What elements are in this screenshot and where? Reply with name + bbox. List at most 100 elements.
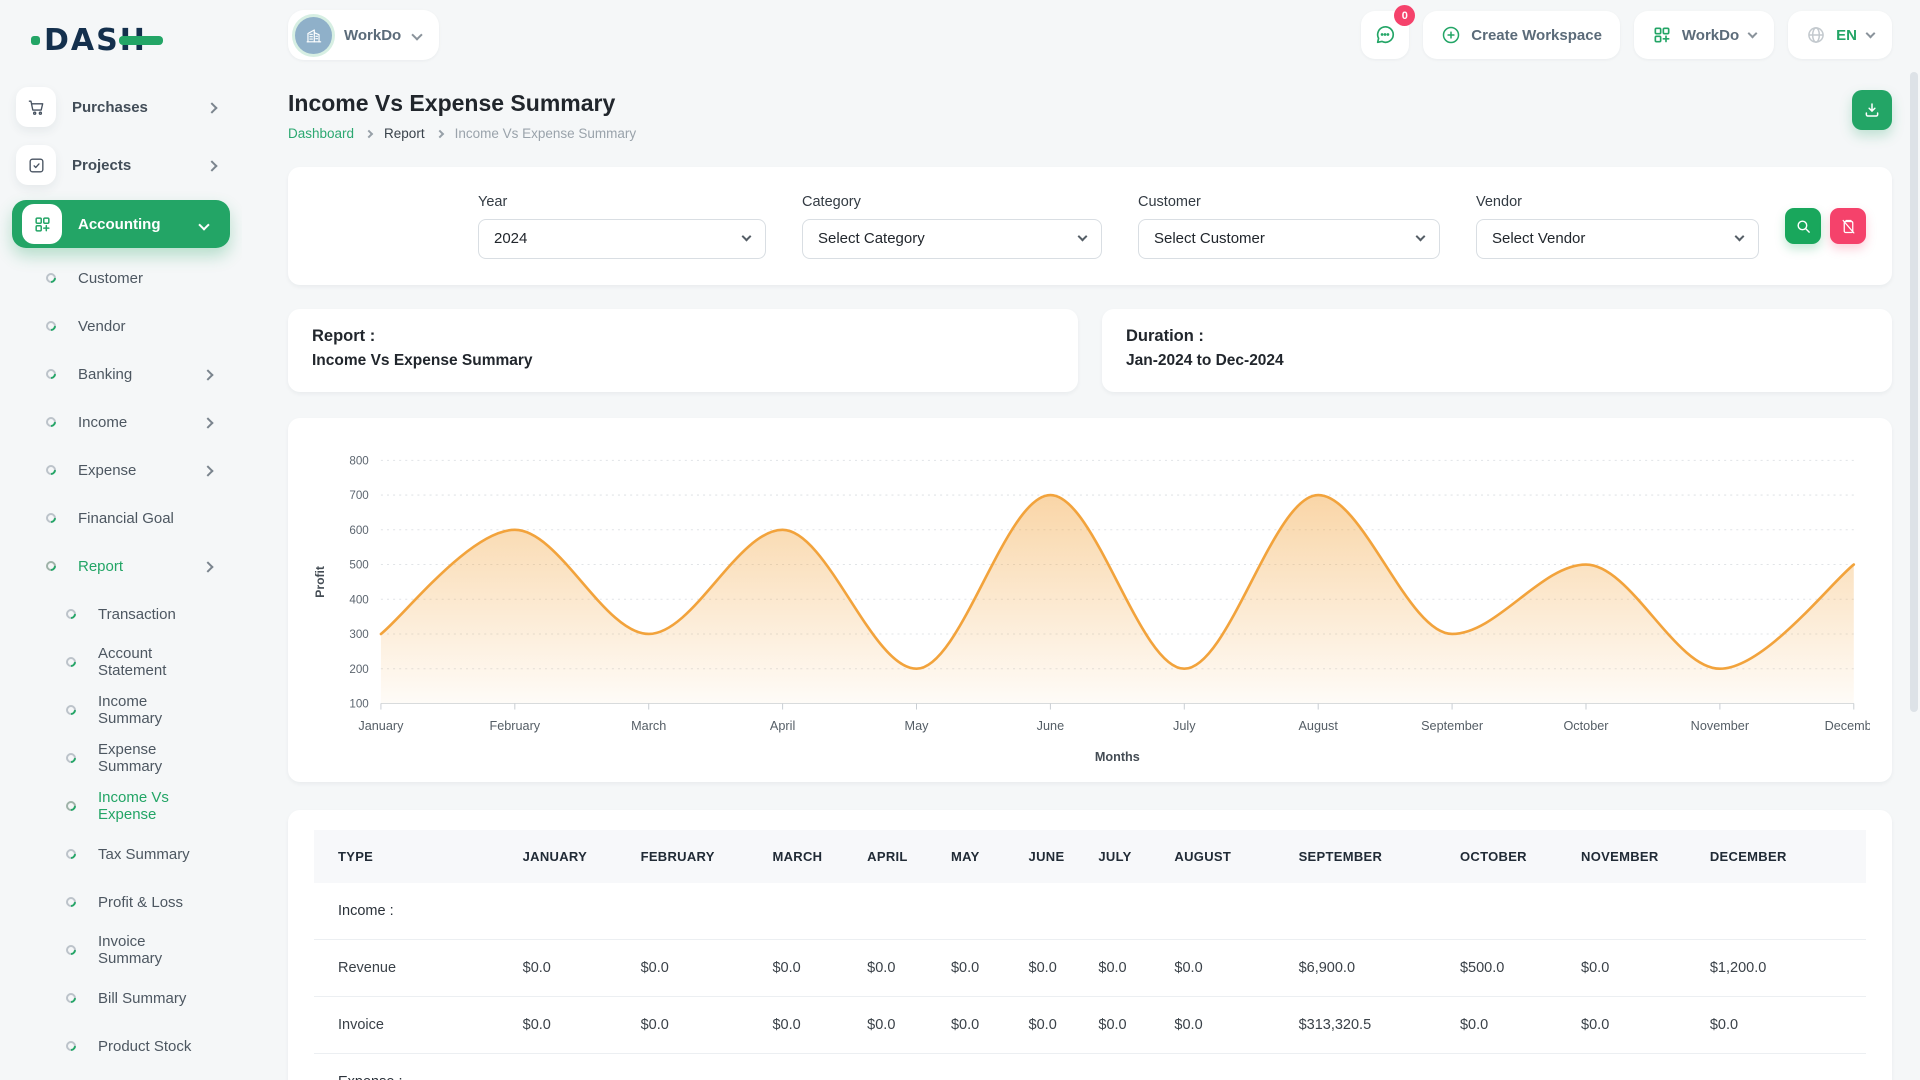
workspace-menu-label: WorkDo <box>1682 27 1739 44</box>
sidebar-item-financial-goal[interactable]: Financial Goal <box>0 494 242 542</box>
create-workspace-label: Create Workspace <box>1471 27 1602 44</box>
customer-filter-label: Customer <box>1138 194 1440 210</box>
report-card-title: Report : <box>312 327 1054 346</box>
row-value-cell: $0.0 <box>1088 940 1164 997</box>
language-label: EN <box>1836 27 1857 44</box>
sidebar-item-income-summary[interactable]: Income Summary <box>0 686 242 734</box>
sidebar-item-profit-loss[interactable]: Profit & Loss <box>0 878 242 926</box>
table-group-row-income: Income : <box>314 883 1866 940</box>
sidebar-item-tax-summary[interactable]: Tax Summary <box>0 830 242 878</box>
row-value-cell: $0.0 <box>1019 997 1089 1054</box>
report-summary-card: Report : Income Vs Expense Summary <box>288 309 1078 392</box>
sidebar-nav: Purchases Projects Accounting CustomerVendo… <box>0 78 242 1080</box>
page-content: Income Vs Expense Summary Dashboard Repo… <box>242 70 1920 1080</box>
chevron-down-icon <box>1735 232 1745 242</box>
row-value-cell: $0.0 <box>1164 940 1288 997</box>
bullet-icon <box>64 1039 78 1053</box>
svg-text:August: August <box>1298 719 1338 733</box>
sidebar-item-label: Banking <box>78 366 132 383</box>
summary-table-card: TYPEJANUARYFEBRUARYMARCHAPRILMAYJUNEJULY… <box>288 810 1892 1080</box>
page-scrollbar[interactable] <box>1910 0 1918 1080</box>
sidebar-item-banking[interactable]: Banking <box>0 350 242 398</box>
chevron-down-icon <box>200 216 208 233</box>
download-icon <box>1863 101 1881 119</box>
chevron-right-icon <box>204 366 212 383</box>
bullet-icon <box>64 895 78 909</box>
sidebar-item-expense[interactable]: Expense <box>0 446 242 494</box>
chevron-right-icon <box>208 157 216 174</box>
category-select[interactable]: Select Category <box>802 219 1102 259</box>
sidebar-item-invoice-summary[interactable]: Invoice Summary <box>0 926 242 974</box>
sidebar-item-bill-summary[interactable]: Bill Summary <box>0 974 242 1022</box>
language-button[interactable]: EN <box>1788 11 1892 59</box>
bullet-icon <box>44 415 58 429</box>
sidebar-item-label: Bill Summary <box>98 990 186 1007</box>
table-header-row: TYPEJANUARYFEBRUARYMARCHAPRILMAYJUNEJULY… <box>314 830 1866 883</box>
apply-filter-button[interactable] <box>1785 208 1821 244</box>
messages-button[interactable]: 0 <box>1361 11 1409 59</box>
sidebar-item-accounting[interactable]: Accounting <box>12 200 230 248</box>
table-body: Income :Revenue$0.0$0.0$0.0$0.0$0.0$0.0$… <box>314 883 1866 1080</box>
sidebar-item-customer[interactable]: Customer <box>0 254 242 302</box>
svg-text:Profit: Profit <box>313 566 327 598</box>
bullet-icon <box>64 703 78 717</box>
reset-filter-button[interactable] <box>1830 208 1866 244</box>
sidebar-item-report[interactable]: Report <box>0 542 242 590</box>
cart-icon <box>16 87 56 127</box>
row-value-cell: $1,200.0 <box>1700 940 1866 997</box>
sidebar-item-label: Product Stock <box>98 1038 191 1055</box>
sidebar-item-label: Financial Goal <box>78 510 174 527</box>
row-type-cell: Invoice <box>314 997 513 1054</box>
breadcrumb-current: Income Vs Expense Summary <box>455 126 637 141</box>
table-column-august: AUGUST <box>1164 830 1288 883</box>
sidebar-item-cash-flow[interactable]: Cash Flow <box>0 1070 242 1080</box>
year-select[interactable]: 2024 <box>478 219 766 259</box>
plus-circle-icon <box>1441 25 1461 45</box>
vendor-select[interactable]: Select Vendor <box>1476 219 1759 259</box>
row-type-cell: Revenue <box>314 940 513 997</box>
workspace-menu-button[interactable]: WorkDo <box>1634 11 1774 59</box>
apps-grid-icon <box>1652 25 1672 45</box>
sidebar-item-income[interactable]: Income <box>0 398 242 446</box>
sidebar-item-income-vs-expense[interactable]: Income Vs Expense <box>0 782 242 830</box>
breadcrumb-dashboard-link[interactable]: Dashboard <box>288 126 354 141</box>
sidebar-item-transaction[interactable]: Transaction <box>0 590 242 638</box>
customer-select[interactable]: Select Customer <box>1138 219 1440 259</box>
year-select-value: 2024 <box>494 230 527 247</box>
sidebar-item-account-statement[interactable]: Account Statement <box>0 638 242 686</box>
row-value-cell: $0.0 <box>513 940 631 997</box>
workspace-selector[interactable]: WorkDo <box>288 10 439 60</box>
svg-text:October: October <box>1563 719 1608 733</box>
breadcrumb-report[interactable]: Report <box>384 126 425 141</box>
sidebar-item-label: Tax Summary <box>98 846 190 863</box>
breadcrumb-separator-icon <box>435 129 443 137</box>
sidebar-item-label: Projects <box>72 157 131 174</box>
table-column-type: TYPE <box>314 830 513 883</box>
chevron-right-icon <box>204 558 212 575</box>
row-value-cell: $0.0 <box>1088 997 1164 1054</box>
sidebar-item-purchases[interactable]: Purchases <box>0 78 242 136</box>
table-column-july: JULY <box>1088 830 1164 883</box>
globe-icon <box>1806 25 1826 45</box>
row-value-cell: $0.0 <box>1164 997 1288 1054</box>
scrollbar-thumb[interactable] <box>1910 72 1918 712</box>
svg-text:February: February <box>489 719 540 733</box>
sidebar-item-label: Invoice Summary <box>98 933 212 967</box>
sidebar-item-label: Expense <box>78 462 136 479</box>
row-value-cell: $0.0 <box>1019 940 1089 997</box>
sidebar-item-product-stock[interactable]: Product Stock <box>0 1022 242 1070</box>
svg-text:100: 100 <box>349 698 369 711</box>
sidebar-item-projects[interactable]: Projects <box>0 136 242 194</box>
row-value-cell: $0.0 <box>1450 997 1571 1054</box>
sidebar-item-expense-summary[interactable]: Expense Summary <box>0 734 242 782</box>
bullet-icon <box>64 943 78 957</box>
download-report-button[interactable] <box>1852 90 1892 130</box>
svg-text:May: May <box>905 719 930 733</box>
create-workspace-button[interactable]: Create Workspace <box>1423 11 1620 59</box>
app-logo[interactable]: DASH <box>44 16 147 64</box>
breadcrumb: Dashboard Report Income Vs Expense Summa… <box>288 126 636 141</box>
svg-text:March: March <box>631 719 666 733</box>
row-value-cell: $0.0 <box>1571 997 1700 1054</box>
search-icon <box>1795 218 1812 235</box>
sidebar-item-vendor[interactable]: Vendor <box>0 302 242 350</box>
